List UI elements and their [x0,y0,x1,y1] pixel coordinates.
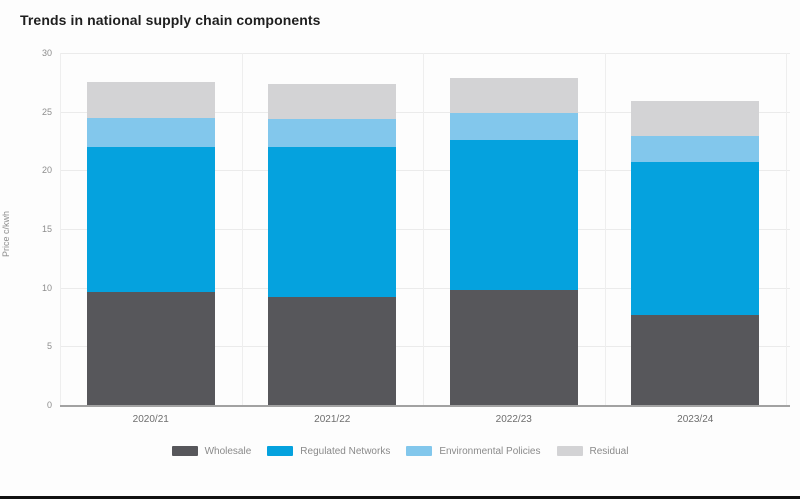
y-tick-label: 20 [41,165,52,176]
legend-item[interactable]: Regulated Networks [267,446,390,457]
legend-label: Wholesale [204,445,252,457]
x-tick-label: 2020/21 [132,414,169,425]
bottom-border [0,496,800,499]
y-tick-label: 25 [41,106,52,117]
h-gridline [60,111,790,113]
bar-segment[interactable] [268,297,397,405]
x-tick-label: 2023/24 [677,414,714,425]
bar-segment[interactable] [86,292,215,405]
chart-title: Trends in national supply chain componen… [20,12,321,28]
legend-swatch [556,446,583,456]
v-gridline [423,53,424,405]
h-gridline [60,287,790,289]
legend: Wholesale Regulated Networks Environmental… [0,443,800,459]
y-tick-label: 5 [46,341,52,352]
bar-segment[interactable] [631,314,760,405]
y-tick-label: 10 [41,282,52,293]
legend-item[interactable]: Residual [556,445,629,457]
bar-segment[interactable] [86,146,215,293]
y-tick-label: 15 [41,224,52,234]
v-gridline [604,53,606,405]
x-tick-label: 2021/22 [314,414,351,425]
bar-segment[interactable] [631,101,760,137]
v-gridline [60,53,61,405]
bar-segment[interactable] [268,118,397,147]
bar-segment[interactable] [631,162,760,315]
x-tick-label: 2022/23 [495,414,532,425]
legend-item[interactable]: Wholesale [171,445,252,457]
h-gridline [60,53,790,54]
legend-label: Regulated Networks [300,445,391,457]
bar-segment[interactable] [268,83,397,119]
bar-segment[interactable] [449,139,578,290]
bar-segment[interactable] [449,112,578,140]
y-tick-label: 0 [46,400,52,410]
bar-segment[interactable] [86,117,215,147]
v-gridline [786,53,787,405]
y-axis-title: Price c/kwh [1,211,11,258]
legend-item[interactable]: Environmental Policies [406,445,541,457]
bar-segment[interactable] [86,82,215,118]
legend-swatch [171,446,198,456]
legend-label: Environmental Policies [439,445,541,457]
y-tick-label: 30 [41,48,52,58]
h-gridline [60,346,790,348]
bar-segment[interactable] [449,290,578,405]
bar-segment[interactable] [631,136,760,163]
bar-segment[interactable] [449,77,578,113]
legend-swatch [267,446,294,456]
bar-segment[interactable] [268,146,397,298]
legend-label: Residual [589,445,629,457]
h-gridline [60,170,790,172]
h-gridline [60,229,790,230]
v-gridline [241,53,243,405]
legend-swatch [406,446,433,456]
x-axis-line [60,405,790,407]
